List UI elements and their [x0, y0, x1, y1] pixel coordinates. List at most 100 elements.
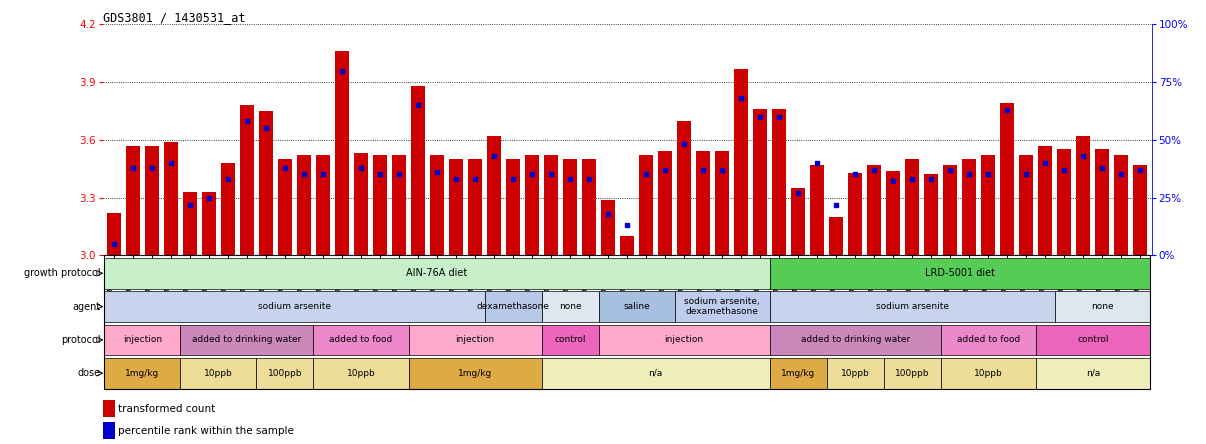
Bar: [409, 325, 541, 355]
Bar: [639, 155, 654, 255]
Bar: [277, 159, 292, 255]
Text: transformed count: transformed count: [118, 404, 216, 414]
Bar: [769, 291, 1055, 322]
Bar: [449, 159, 463, 255]
Text: LRD-5001 diet: LRD-5001 diet: [925, 268, 995, 278]
Bar: [105, 358, 181, 388]
Bar: [696, 151, 710, 255]
Text: control: control: [1077, 335, 1108, 345]
Text: n/a: n/a: [1085, 369, 1100, 378]
Bar: [1055, 291, 1149, 322]
Bar: [485, 291, 541, 322]
Text: 10ppb: 10ppb: [841, 369, 870, 378]
Bar: [507, 159, 520, 255]
Bar: [677, 121, 691, 255]
Bar: [598, 291, 674, 322]
Bar: [164, 142, 178, 255]
Bar: [1019, 155, 1034, 255]
Bar: [392, 155, 406, 255]
Text: injection: injection: [665, 335, 704, 345]
Bar: [316, 155, 330, 255]
Text: 10ppb: 10ppb: [346, 369, 375, 378]
Bar: [1000, 103, 1014, 255]
Text: saline: saline: [624, 302, 650, 311]
Text: 10ppb: 10ppb: [204, 369, 233, 378]
Bar: [335, 52, 349, 255]
Bar: [884, 358, 941, 388]
Bar: [541, 358, 769, 388]
Bar: [541, 325, 598, 355]
Bar: [1114, 155, 1129, 255]
Text: sodium arsenite: sodium arsenite: [876, 302, 949, 311]
Bar: [314, 358, 409, 388]
Text: 1mg/kg: 1mg/kg: [125, 369, 159, 378]
Bar: [1036, 358, 1149, 388]
Bar: [201, 192, 216, 255]
Bar: [105, 325, 181, 355]
Text: GDS3801 / 1430531_at: GDS3801 / 1430531_at: [103, 12, 245, 24]
Bar: [772, 109, 786, 255]
Bar: [753, 109, 767, 255]
Bar: [314, 325, 409, 355]
Bar: [487, 136, 502, 255]
Bar: [105, 291, 485, 322]
Text: added to food: added to food: [956, 335, 1020, 345]
Bar: [943, 165, 958, 255]
Bar: [103, 400, 115, 417]
Text: sodium arsenite,
dexamethasone: sodium arsenite, dexamethasone: [684, 297, 760, 316]
Bar: [769, 258, 1149, 289]
Bar: [259, 111, 273, 255]
Bar: [906, 159, 919, 255]
Bar: [1058, 150, 1071, 255]
Bar: [598, 325, 769, 355]
Bar: [769, 325, 941, 355]
Text: control: control: [555, 335, 586, 345]
Text: none: none: [1091, 302, 1113, 311]
Bar: [674, 291, 769, 322]
Bar: [257, 358, 314, 388]
Bar: [468, 159, 482, 255]
Bar: [601, 199, 615, 255]
Bar: [183, 192, 197, 255]
Bar: [221, 163, 235, 255]
Bar: [181, 358, 257, 388]
Bar: [125, 146, 140, 255]
Text: added to drinking water: added to drinking water: [192, 335, 302, 345]
Bar: [429, 155, 444, 255]
Text: added to drinking water: added to drinking water: [801, 335, 909, 345]
Bar: [962, 159, 977, 255]
Bar: [715, 151, 730, 255]
Bar: [544, 155, 558, 255]
Bar: [1134, 165, 1147, 255]
Text: protocol: protocol: [62, 335, 100, 345]
Text: dexamethasone: dexamethasone: [476, 302, 550, 311]
Text: 100ppb: 100ppb: [895, 369, 930, 378]
Bar: [620, 236, 634, 255]
Bar: [409, 358, 541, 388]
Bar: [240, 105, 254, 255]
Text: 1mg/kg: 1mg/kg: [458, 369, 492, 378]
Text: growth protocol: growth protocol: [24, 268, 100, 278]
Bar: [105, 258, 769, 289]
Bar: [810, 165, 825, 255]
Bar: [373, 155, 387, 255]
Bar: [826, 358, 884, 388]
Bar: [107, 213, 121, 255]
Text: injection: injection: [123, 335, 162, 345]
Bar: [867, 165, 882, 255]
Bar: [848, 173, 862, 255]
Bar: [1095, 150, 1110, 255]
Text: n/a: n/a: [649, 369, 663, 378]
Text: 100ppb: 100ppb: [268, 369, 303, 378]
Text: agent: agent: [72, 301, 100, 312]
Bar: [582, 159, 596, 255]
Bar: [982, 155, 995, 255]
Text: none: none: [558, 302, 581, 311]
Text: added to food: added to food: [329, 335, 393, 345]
Bar: [924, 174, 938, 255]
Bar: [411, 86, 426, 255]
Bar: [1038, 146, 1053, 255]
Bar: [734, 69, 748, 255]
Bar: [1036, 325, 1149, 355]
Text: 1mg/kg: 1mg/kg: [781, 369, 815, 378]
